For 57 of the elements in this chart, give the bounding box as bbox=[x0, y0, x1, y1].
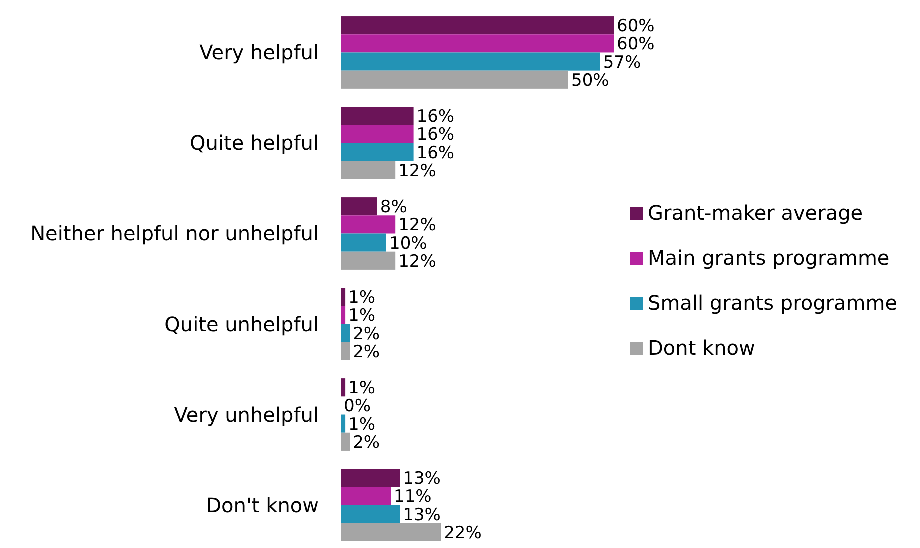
data-label: 2% bbox=[353, 342, 380, 362]
bar bbox=[341, 52, 600, 71]
bar bbox=[341, 324, 350, 342]
bar bbox=[341, 216, 396, 234]
data-label: 50% bbox=[572, 70, 610, 91]
data-label: 2% bbox=[353, 432, 380, 453]
bar bbox=[341, 16, 614, 35]
data-label: 2% bbox=[353, 324, 380, 344]
legend-label: Dont know bbox=[648, 336, 756, 360]
legend-label: Grant-maker average bbox=[648, 201, 864, 225]
y-tick-label: Don't know bbox=[206, 493, 319, 518]
data-label: 13% bbox=[403, 505, 441, 526]
bar bbox=[341, 70, 568, 89]
bar bbox=[341, 342, 350, 360]
bar bbox=[341, 288, 346, 306]
data-label: 13% bbox=[403, 469, 441, 490]
data-label: 16% bbox=[416, 143, 455, 164]
bar bbox=[341, 252, 396, 270]
data-label: 1% bbox=[348, 378, 376, 399]
data-label: 60% bbox=[617, 16, 655, 37]
bar bbox=[341, 487, 392, 506]
bar bbox=[341, 234, 386, 252]
bar bbox=[341, 523, 442, 542]
bar bbox=[341, 414, 346, 433]
data-label: 10% bbox=[390, 234, 428, 254]
data-label: 12% bbox=[398, 161, 436, 182]
bar bbox=[341, 125, 414, 144]
y-tick-label: Quite helpful bbox=[190, 131, 319, 156]
data-label: 57% bbox=[603, 52, 642, 73]
data-label: 8% bbox=[380, 198, 408, 218]
data-label: 11% bbox=[394, 487, 432, 508]
y-tick-label: Neither helpful nor unhelpful bbox=[30, 222, 319, 246]
data-label: 16% bbox=[416, 125, 455, 146]
y-tick-label: Quite unhelpful bbox=[164, 312, 319, 336]
bar bbox=[341, 143, 414, 162]
data-label: 1% bbox=[348, 414, 376, 435]
data-label: 1% bbox=[348, 288, 376, 308]
bar bbox=[341, 198, 378, 216]
bar bbox=[341, 306, 346, 324]
bar bbox=[341, 505, 400, 524]
y-tick-label: Very unhelpful bbox=[174, 402, 319, 427]
bar bbox=[341, 378, 346, 397]
data-label: 16% bbox=[416, 107, 455, 128]
bar bbox=[341, 34, 614, 53]
data-label: 12% bbox=[398, 216, 436, 236]
bar bbox=[341, 432, 350, 451]
data-label: 0% bbox=[344, 396, 371, 417]
legend-label: Main grants programme bbox=[648, 246, 890, 270]
legend-label: Small grants programme bbox=[648, 291, 898, 315]
data-label: 12% bbox=[398, 252, 436, 272]
bar bbox=[341, 107, 414, 126]
data-label: 1% bbox=[348, 306, 376, 326]
y-tick-label: Very helpful bbox=[200, 40, 319, 65]
data-label: 60% bbox=[617, 34, 655, 55]
bar bbox=[341, 161, 396, 180]
data-label: 22% bbox=[444, 523, 482, 544]
bar bbox=[341, 469, 400, 488]
